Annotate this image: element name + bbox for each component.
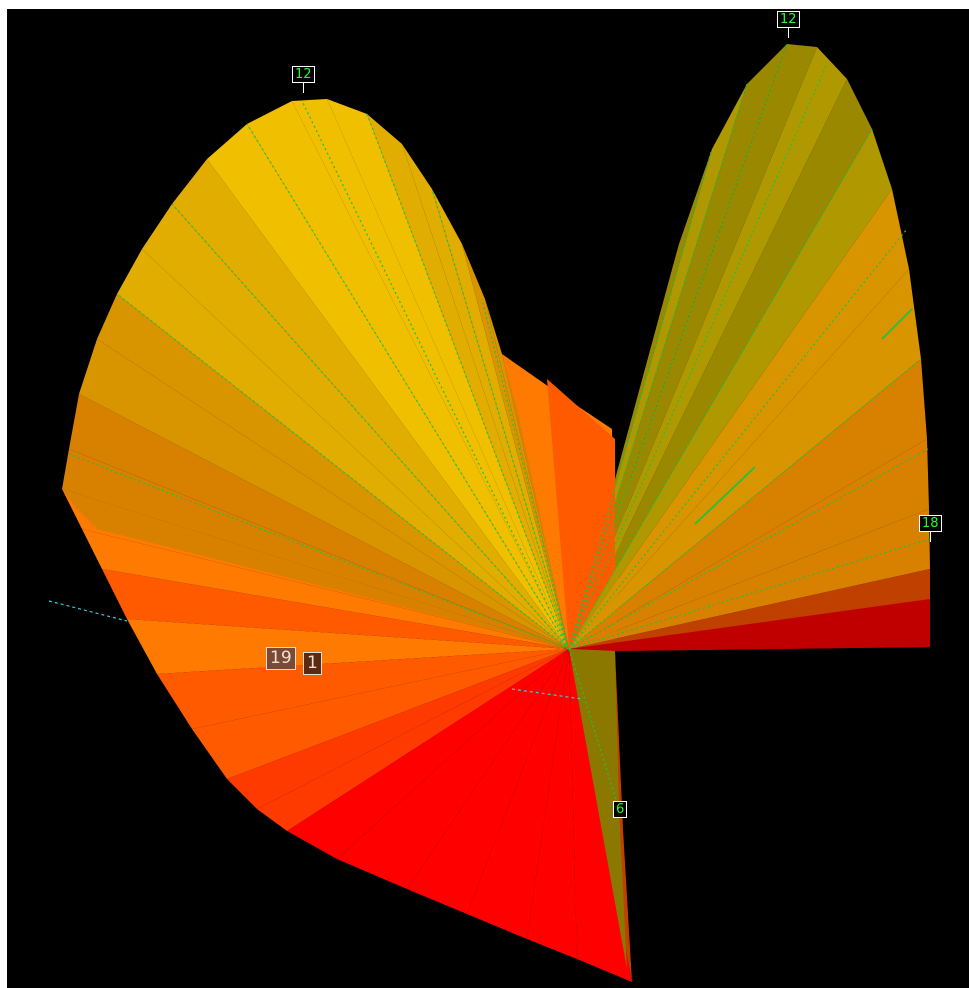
hour-label-right-side-tick bbox=[930, 531, 932, 542]
right-fan-wedge bbox=[569, 189, 909, 649]
marker-label-19[interactable]: 19 bbox=[266, 647, 296, 670]
hour-label-bottom-text: 6 bbox=[616, 802, 625, 817]
hour-label-bottom: 6 bbox=[613, 801, 628, 818]
lower-fan-wedge bbox=[287, 649, 569, 859]
hour-guide-segment bbox=[694, 466, 756, 525]
hour-label-left-top: 12 bbox=[292, 66, 315, 93]
right-fan-wedge bbox=[569, 269, 921, 649]
hour-guide-line-right bbox=[568, 43, 788, 650]
hour-guide-line-right bbox=[568, 358, 922, 650]
hour-guide-line-left bbox=[171, 203, 570, 650]
right-fan-wedge bbox=[569, 609, 930, 651]
left-fan-wedge bbox=[69, 394, 569, 649]
left-fan-wedge bbox=[172, 159, 569, 649]
left-fan-wedge bbox=[432, 189, 569, 649]
hour-guide-line-right bbox=[568, 148, 713, 650]
right-fan-wedge bbox=[569, 509, 930, 649]
left-fan-wedge bbox=[327, 99, 569, 649]
right-fan-surface bbox=[569, 44, 930, 651]
left-fan-wedge bbox=[462, 244, 569, 649]
right-fan-wedge bbox=[569, 129, 892, 649]
hour-guide-line-right bbox=[568, 63, 828, 650]
axis-lines bbox=[48, 600, 583, 700]
hour-label-right-top-tick bbox=[788, 27, 790, 38]
left-fan-wedge bbox=[79, 339, 569, 649]
left-fan-wedge bbox=[485, 299, 569, 649]
right-fan-wedge bbox=[569, 79, 872, 649]
lower-fan-wedge bbox=[337, 649, 569, 889]
hour-guide-line-right bbox=[568, 83, 748, 650]
sundial-surface-render bbox=[48, 43, 931, 982]
hour-label-right-side: 18 bbox=[919, 515, 942, 542]
lower-fan-wedge bbox=[527, 649, 577, 959]
lower-fan-wedge bbox=[227, 649, 569, 809]
hour-guide-line-left bbox=[116, 293, 570, 650]
back-sheet-wedge bbox=[547, 379, 615, 649]
lower-fan-wedge bbox=[192, 649, 569, 779]
hour-guide-line-right bbox=[568, 448, 929, 650]
hour-guide-line-left bbox=[301, 100, 570, 650]
left-fan-wedge bbox=[97, 294, 569, 649]
left-fan-wedge bbox=[247, 101, 569, 649]
right-fan-wedge bbox=[569, 359, 927, 649]
hour-guide-segment bbox=[881, 308, 913, 340]
axis-line-left bbox=[48, 600, 128, 622]
hour-guide-line-right bbox=[568, 128, 873, 650]
lower-fan-wedge bbox=[102, 569, 569, 649]
lower-fan-wedge bbox=[82, 529, 569, 649]
3d-viewport[interactable]: 12 12 18 6 19 1 bbox=[7, 9, 969, 988]
lower-fan-wedge bbox=[569, 649, 627, 969]
left-fan-wedge bbox=[142, 204, 569, 649]
lower-fan-wedge bbox=[407, 649, 569, 914]
right-fan-wedge bbox=[569, 47, 847, 649]
hour-label-right-top: 12 bbox=[777, 11, 800, 38]
right-fan-wedge bbox=[569, 439, 929, 649]
hour-guide-line-left bbox=[481, 298, 570, 650]
left-fan-wedge bbox=[62, 489, 569, 649]
hour-guide-lines bbox=[68, 43, 931, 810]
right-fan-wedge bbox=[569, 569, 930, 649]
lower-fan-wedge bbox=[157, 649, 569, 729]
right-fan-wedge bbox=[569, 44, 817, 649]
lower-fan-wedge bbox=[127, 619, 569, 674]
marker-label-1[interactable]: 1 bbox=[303, 652, 322, 675]
hour-label-right-top-text: 12 bbox=[780, 12, 797, 27]
hour-guide-line-left bbox=[366, 113, 570, 650]
lower-fan-wedge bbox=[467, 649, 569, 939]
left-fan-wedge bbox=[292, 99, 569, 649]
hour-label-right-side-text: 18 bbox=[922, 516, 939, 531]
left-fan-surface bbox=[62, 99, 569, 649]
left-fan-wedge bbox=[207, 124, 569, 649]
left-fan-wedge bbox=[502, 354, 569, 649]
lower-fan-wedge bbox=[257, 649, 569, 831]
left-fan-wedge bbox=[517, 409, 569, 649]
left-fan-wedge bbox=[402, 144, 569, 649]
left-fan-wedge bbox=[117, 249, 569, 649]
